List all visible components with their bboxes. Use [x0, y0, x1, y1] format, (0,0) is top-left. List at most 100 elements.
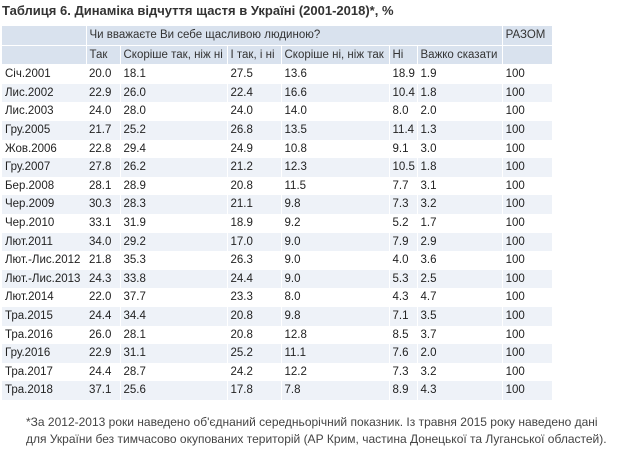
row-date: Лют.2011 [2, 232, 86, 252]
cell-rather-no: 9.0 [280, 251, 389, 270]
cell-rather-no: 9.2 [280, 213, 389, 233]
cell-rather-yes: 28.9 [119, 176, 227, 196]
table-row: Лис.2002 22.9 26.0 22.4 16.6 10.4 1.8 100 [2, 83, 553, 103]
cell-hard-to-say: 3.2 [416, 362, 503, 382]
cell-no: 5.2 [388, 213, 417, 233]
cell-hard-to-say: 2.0 [416, 102, 503, 121]
cell-rather-no: 10.8 [280, 139, 389, 159]
row-date: Лис.2003 [2, 102, 86, 121]
cell-yes: 37.1 [86, 381, 120, 400]
cell-rather-no: 11.5 [280, 176, 389, 196]
cell-hard-to-say: 3.7 [416, 325, 503, 345]
cell-yes: 26.0 [86, 325, 120, 345]
row-date: Тра.2015 [2, 306, 86, 326]
cell-hard-to-say: 4.3 [416, 381, 503, 400]
cell-rather-yes: 28.1 [119, 325, 227, 345]
cell-rather-yes: 29.2 [119, 232, 227, 252]
cell-rather-yes: 26.0 [119, 83, 227, 103]
table-row: Лют.-Лис.2013 24.3 33.8 24.4 9.0 5.3 2.5 100 [2, 269, 553, 289]
cell-rather-yes: 31.1 [119, 344, 227, 363]
cell-yes: 21.8 [86, 251, 120, 270]
cell-no: 8.9 [388, 381, 417, 400]
row-date: Тра.2016 [2, 325, 86, 345]
cell-rather-yes: 35.3 [119, 251, 227, 270]
cell-rather-yes: 29.4 [119, 139, 227, 159]
cell-total: 100 [501, 213, 553, 233]
cell-yes: 30.3 [86, 195, 120, 214]
cell-rather-no: 9.0 [280, 269, 389, 289]
cell-both: 18.9 [226, 213, 281, 233]
cell-no: 4.3 [388, 288, 417, 307]
happiness-table: Чи вважаєте Ви себе щасливою людиною? РА… [2, 26, 553, 400]
row-date: Тра.2017 [2, 362, 86, 382]
cell-rather-no: 9.8 [280, 195, 389, 214]
cell-both: 20.8 [226, 176, 281, 196]
row-date: Бер.2008 [2, 176, 86, 196]
cell-rather-no: 12.3 [280, 158, 389, 177]
cell-rather-no: 16.6 [280, 83, 389, 103]
cell-total: 100 [501, 251, 553, 270]
cell-both: 20.8 [226, 325, 281, 345]
cell-both: 24.0 [226, 102, 281, 121]
cell-both: 17.0 [226, 232, 281, 252]
row-date: Тра.2018 [2, 381, 86, 400]
cell-both: 21.1 [226, 195, 281, 214]
cell-hard-to-say: 1.8 [416, 83, 503, 103]
cell-both: 26.8 [226, 120, 281, 140]
row-date: Лют.-Лис.2013 [2, 269, 86, 289]
cell-both: 21.2 [226, 158, 281, 177]
cell-yes: 20.0 [86, 64, 120, 84]
cell-no: 11.4 [388, 120, 417, 140]
header-row-answers: Так Скоріше так, ніж ні І так, і ні Скор… [2, 45, 553, 66]
cell-rather-yes: 33.8 [119, 269, 227, 289]
cell-both: 27.5 [226, 64, 281, 84]
cell-rather-no: 14.0 [280, 102, 389, 121]
col-header-yes: Так [86, 45, 121, 66]
cell-yes: 33.1 [86, 213, 120, 233]
cell-no: 8.5 [388, 325, 417, 345]
cell-rather-no: 9.8 [280, 306, 389, 326]
cell-yes: 22.9 [86, 83, 120, 103]
cell-no: 4.0 [388, 251, 417, 270]
cell-total: 100 [501, 176, 553, 196]
cell-rather-yes: 37.7 [119, 288, 227, 307]
table-row: Гру.2007 27.8 26.2 21.2 12.3 10.5 1.8 100 [2, 158, 553, 177]
cell-yes: 24.4 [86, 362, 120, 382]
cell-rather-no: 13.6 [280, 64, 389, 84]
cell-hard-to-say: 3.1 [416, 176, 503, 196]
cell-both: 22.4 [226, 83, 281, 103]
cell-total: 100 [501, 195, 553, 214]
cell-no: 7.3 [388, 195, 417, 214]
footnote: *За 2012-2013 роки наведено об'єднаний с… [26, 415, 607, 446]
cell-hard-to-say: 3.2 [416, 195, 503, 214]
table-row: Лют.-Лис.2012 21.8 35.3 26.3 9.0 4.0 3.6 100 [2, 251, 553, 270]
row-date: Гру.2007 [2, 158, 86, 177]
col-header-no: Ні [389, 45, 418, 66]
cell-rather-yes: 31.9 [119, 213, 227, 233]
cell-yes: 24.0 [86, 102, 120, 121]
cell-total: 100 [501, 120, 553, 140]
row-date: Січ.2001 [2, 64, 86, 84]
cell-both: 26.3 [226, 251, 281, 270]
table-row: Жов.2006 22.8 29.4 24.9 10.8 9.1 3.0 100 [2, 139, 553, 159]
row-date: Чер.2010 [2, 213, 86, 233]
table-row: Тра.2017 24.4 28.7 24.2 12.2 7.3 3.2 100 [2, 362, 553, 382]
row-date: Гру.2005 [2, 120, 86, 140]
cell-no: 7.6 [388, 344, 417, 363]
cell-total: 100 [501, 232, 553, 252]
col-header-both: І так, і ні [227, 45, 282, 66]
cell-yes: 28.1 [86, 176, 120, 196]
cell-no: 8.0 [388, 102, 417, 121]
cell-total: 100 [501, 64, 553, 84]
table-row: Чер.2010 33.1 31.9 18.9 9.2 5.2 1.7 100 [2, 213, 553, 233]
cell-total: 100 [501, 83, 553, 103]
header-empty-cell [502, 45, 553, 66]
col-header-rather-no: Скоріше ні, ніж так [281, 45, 390, 66]
table-row: Чер.2009 30.3 28.3 21.1 9.8 7.3 3.2 100 [2, 195, 553, 214]
cell-rather-no: 12.8 [280, 325, 389, 345]
cell-both: 25.2 [226, 344, 281, 363]
table-row: Гру.2005 21.7 25.2 26.8 13.5 11.4 1.3 100 [2, 120, 553, 140]
cell-total: 100 [501, 139, 553, 159]
table-row: Тра.2016 26.0 28.1 20.8 12.8 8.5 3.7 100 [2, 325, 553, 345]
cell-no: 18.9 [388, 64, 417, 84]
